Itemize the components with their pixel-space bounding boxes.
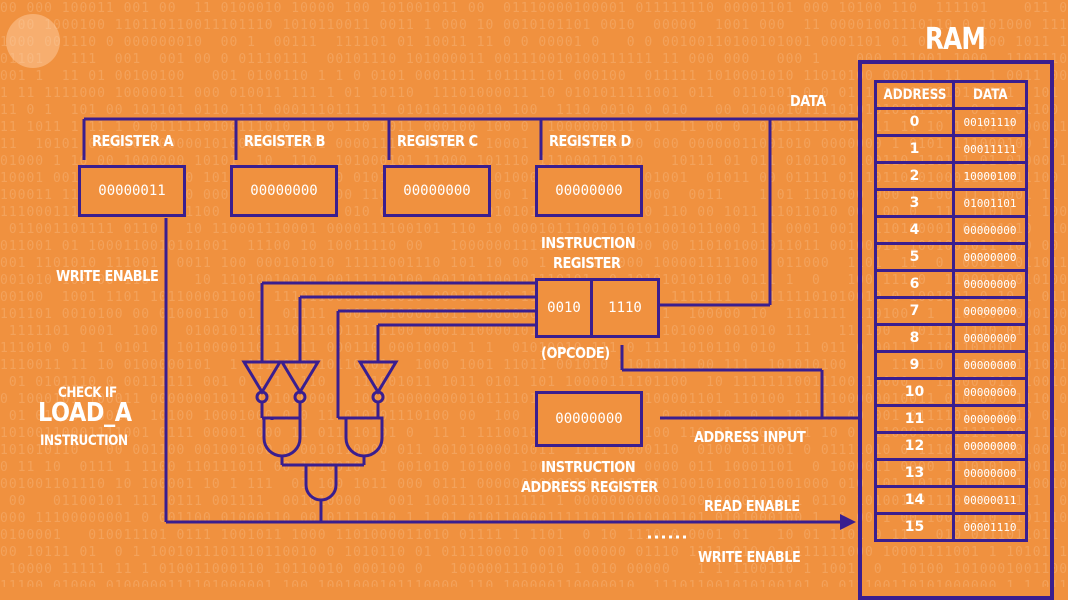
register-d-value: 00000000 — [535, 165, 643, 217]
circuit-wiring — [82, 117, 858, 539]
ram-row: 12 00000000 — [874, 431, 1028, 461]
ram-data-cell: 00000000 — [952, 296, 1028, 326]
ram-row: 6 00000000 — [874, 269, 1028, 299]
ram-rows: 0 00101110 1 00011111 2 10000100 3 01001101 4 000… — [874, 107, 1028, 542]
instruction-register-title-2: REGISTER — [553, 254, 621, 272]
ram-address-cell: 11 — [874, 404, 955, 434]
ram-address-cell: 9 — [874, 350, 955, 380]
instruction-address-title-2: ADDRESS REGISTER — [521, 478, 658, 496]
check-if-label: CHECK IF — [58, 385, 117, 401]
ram-address-cell: 2 — [874, 161, 955, 191]
register-b-label: REGISTER B — [244, 132, 326, 150]
ram-row: 14 00000011 — [874, 485, 1028, 515]
instruction-register-title-1: INSTRUCTION — [541, 234, 636, 252]
ram-data-cell: 00101110 — [952, 107, 1028, 137]
ram-address-cell: 4 — [874, 215, 955, 245]
ram-address-cell: 13 — [874, 458, 955, 488]
ram-address-cell: 6 — [874, 269, 955, 299]
ram-data-cell: 00000000 — [952, 323, 1028, 353]
ram-data-cell: 00000000 — [952, 458, 1028, 488]
ram-address-cell: 0 — [874, 107, 955, 137]
ram-header-address: ADDRESS — [874, 80, 955, 110]
register-a-label: REGISTER A — [92, 132, 174, 150]
ram-data-cell: 00000000 — [952, 350, 1028, 380]
ram-address-cell: 10 — [874, 377, 955, 407]
ram-row: 1 00011111 — [874, 134, 1028, 164]
ram-row: 2 10000100 — [874, 161, 1028, 191]
ram-data-cell: 00000011 — [952, 485, 1028, 515]
instruction-address-title-1: INSTRUCTION — [541, 458, 636, 476]
ram-row: 0 00101110 — [874, 107, 1028, 137]
pbs-logo-icon — [6, 14, 60, 68]
ram-table: ADDRESS DATA 0 00101110 1 00011111 2 10000100… — [874, 80, 1028, 542]
ram-row: 15 00001110 — [874, 512, 1028, 542]
ram-row: 7 00000000 — [874, 296, 1028, 326]
ram-title: RAM — [925, 22, 986, 57]
operand-field: 1110 — [590, 278, 660, 338]
ram-address-cell: 12 — [874, 431, 955, 461]
address-input-label: ADDRESS INPUT — [694, 428, 806, 446]
ram-address-cell: 5 — [874, 242, 955, 272]
ram-address-cell: 14 — [874, 485, 955, 515]
register-a-value: 00000011 — [78, 165, 186, 217]
ram-address-cell: 15 — [874, 512, 955, 542]
ram-row: 9 00000000 — [874, 350, 1028, 380]
register-d-label: REGISTER D — [549, 132, 631, 150]
ram-row: 10 00000000 — [874, 377, 1028, 407]
ram-row: 11 00000000 — [874, 404, 1028, 434]
instruction-check-label: INSTRUCTION — [40, 433, 128, 449]
ram-data-cell: 00000000 — [952, 431, 1028, 461]
ram-data-cell: 00001110 — [952, 512, 1028, 542]
ram-data-cell: 00000000 — [952, 377, 1028, 407]
write-enable-left-label: WRITE ENABLE — [56, 267, 159, 285]
register-c-value: 00000000 — [383, 165, 491, 217]
ram-row: 13 00000000 — [874, 458, 1028, 488]
data-bus-label: DATA — [790, 92, 826, 110]
write-enable-bottom-label: WRITE ENABLE — [698, 548, 801, 566]
ram-address-cell: 8 — [874, 323, 955, 353]
ram-data-cell: 10000100 — [952, 161, 1028, 191]
register-c-label: REGISTER C — [397, 132, 478, 150]
opcode-field: 0010 — [535, 278, 593, 338]
ram-header-data: DATA — [952, 80, 1028, 110]
register-b-value: 00000000 — [230, 165, 338, 217]
load-a-label: LOAD_A — [38, 398, 132, 428]
ram-data-cell: 00011111 — [952, 134, 1028, 164]
ram-row: 3 01001101 — [874, 188, 1028, 218]
ram-address-cell: 3 — [874, 188, 955, 218]
ram-data-cell: 00000000 — [952, 242, 1028, 272]
ram-row: 5 00000000 — [874, 242, 1028, 272]
instruction-address-value: 00000000 — [535, 391, 643, 447]
ram-data-cell: 01001101 — [952, 188, 1028, 218]
ram-address-cell: 1 — [874, 134, 955, 164]
ram-data-cell: 00000000 — [952, 404, 1028, 434]
ram-address-cell: 7 — [874, 296, 955, 326]
ram-row: 4 00000000 — [874, 215, 1028, 245]
ram-data-cell: 00000000 — [952, 215, 1028, 245]
ram-data-cell: 00000000 — [952, 269, 1028, 299]
ram-row: 8 00000000 — [874, 323, 1028, 353]
read-enable-label: READ ENABLE — [704, 497, 800, 515]
opcode-label: (OPCODE) — [541, 344, 610, 362]
